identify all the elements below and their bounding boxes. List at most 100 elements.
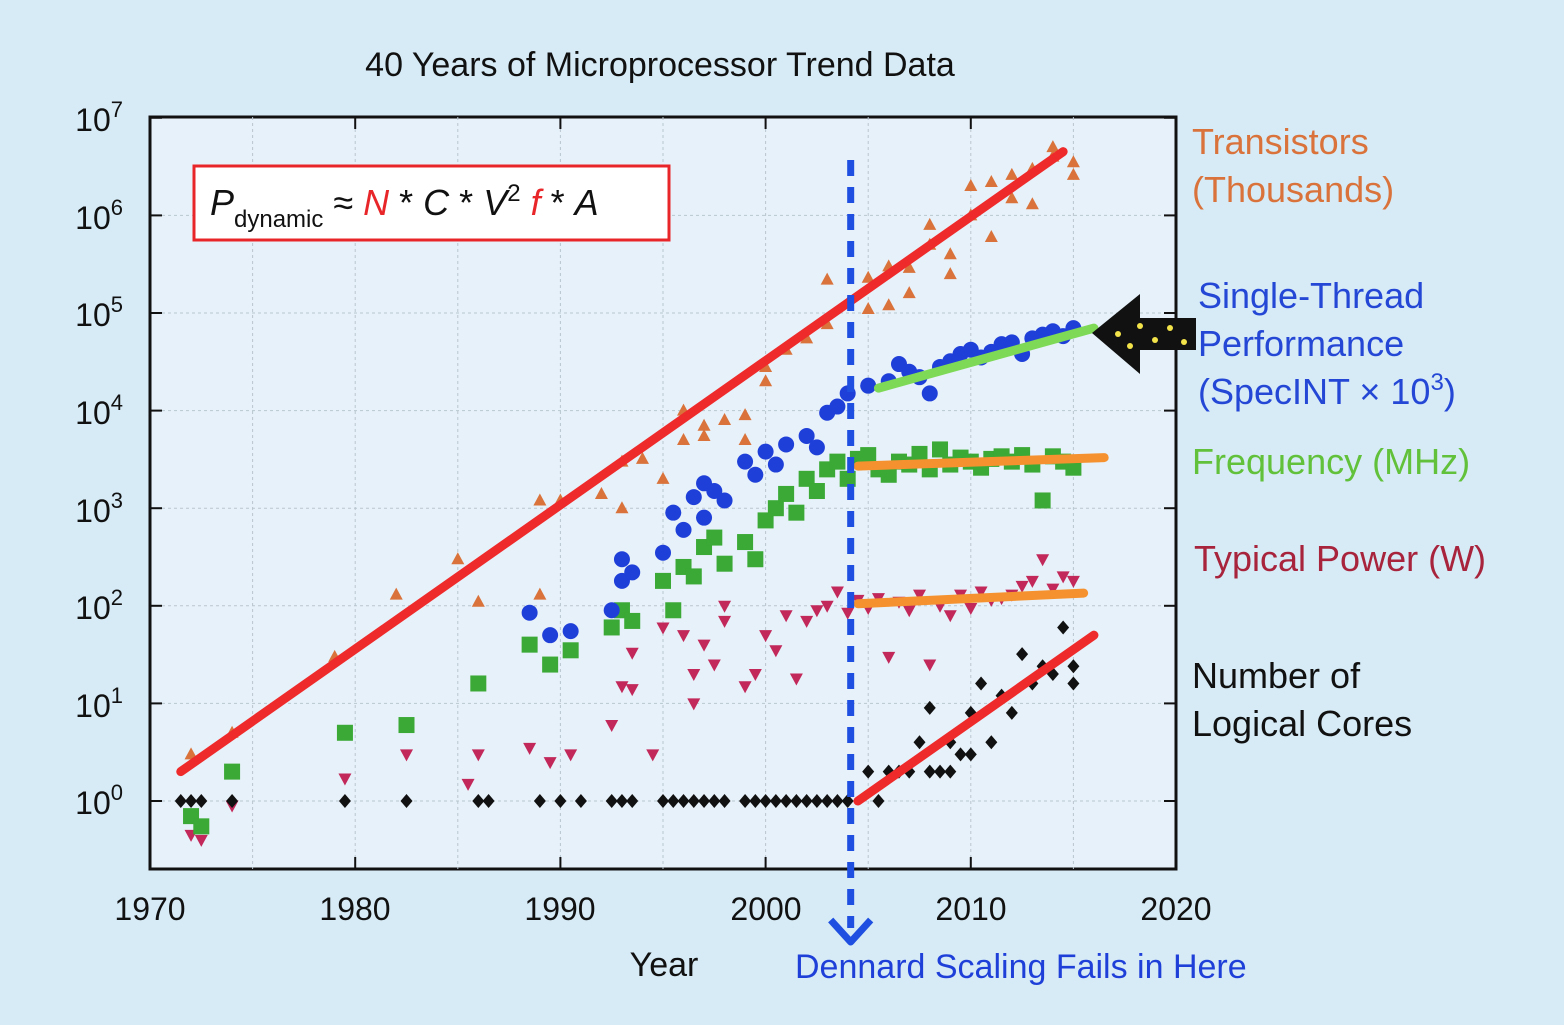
- core-point: [687, 794, 700, 808]
- power-point: [748, 669, 762, 682]
- power-point: [1046, 583, 1060, 596]
- transistor-point: [1046, 140, 1060, 153]
- core-point: [749, 794, 762, 808]
- x-axis-label: Year: [630, 946, 699, 984]
- x-tick-label-2000: 2000: [730, 891, 801, 927]
- single-thread-arrow-icon: [1092, 294, 1196, 374]
- power-point: [718, 615, 732, 628]
- power-point: [677, 630, 691, 643]
- single-thread-point: [624, 564, 641, 581]
- dennard-annotation: Dennard Scaling Fails in Here: [795, 948, 1247, 986]
- core-point: [533, 794, 546, 808]
- core-point: [574, 794, 587, 808]
- power-point: [687, 669, 701, 682]
- x-tick-label-1990: 1990: [524, 891, 595, 927]
- trend-lines: [176, 147, 1109, 806]
- power-point: [964, 602, 978, 615]
- core-point: [841, 794, 854, 808]
- power-point: [718, 600, 732, 613]
- transistor-point: [184, 747, 198, 760]
- single-thread-point: [562, 623, 579, 640]
- core-point: [739, 794, 752, 808]
- transistor-point: [656, 471, 670, 484]
- frequency-point: [860, 447, 877, 464]
- core-point: [174, 794, 187, 808]
- frequency-point: [880, 466, 897, 483]
- transistor-point: [943, 247, 957, 260]
- single-thread-point: [603, 602, 620, 619]
- power-point: [400, 749, 413, 762]
- transistor-point: [471, 594, 485, 607]
- power-point: [656, 622, 670, 635]
- core-point: [400, 794, 413, 808]
- x-tick-label-2020: 2020: [1140, 891, 1211, 927]
- power-point: [605, 720, 619, 733]
- core-point: [913, 735, 926, 750]
- power-point: [913, 589, 926, 602]
- transistor-point: [635, 451, 649, 464]
- single-thread-point: [613, 551, 630, 568]
- core-point: [975, 676, 988, 691]
- power-point: [902, 605, 916, 618]
- y-tick-label-4: 104: [75, 390, 123, 431]
- cores-trend-line: [853, 630, 1099, 806]
- single-thread-point: [767, 456, 784, 473]
- transistor-point: [984, 230, 998, 243]
- x-tick-label-1970: 1970: [114, 891, 185, 927]
- label-transistors: Transistors (Thousands): [1192, 121, 1394, 210]
- transistor-point: [964, 179, 978, 192]
- core-point: [800, 794, 813, 808]
- transistor-point: [759, 374, 773, 387]
- core-point: [790, 794, 803, 808]
- svg-text:104: 104: [75, 390, 123, 431]
- core-point: [615, 794, 628, 808]
- power-point: [759, 630, 773, 643]
- svg-text:100: 100: [75, 780, 123, 821]
- power-point: [738, 681, 752, 694]
- power-point: [769, 645, 783, 658]
- x-tick-label-1980: 1980: [319, 891, 390, 927]
- svg-text:101: 101: [75, 683, 123, 724]
- label-logical-cores: Number of Logical Cores: [1192, 655, 1412, 744]
- y-tick-label-3: 103: [75, 488, 123, 529]
- single-thread-point: [706, 483, 723, 500]
- power-point: [830, 586, 844, 599]
- y-tick-label-0: 100: [75, 780, 123, 821]
- dennard-arrow-head-icon: [828, 917, 874, 946]
- frequency-point: [224, 763, 241, 780]
- core-point: [862, 764, 875, 779]
- core-point: [821, 794, 834, 808]
- single-thread-point: [716, 492, 733, 509]
- transistor-point: [1066, 167, 1080, 180]
- transistor-point: [677, 432, 691, 445]
- transistor-point: [533, 587, 547, 600]
- frequency-point: [521, 636, 538, 653]
- core-point: [482, 794, 495, 808]
- transistor-trend-line: [176, 147, 1068, 777]
- power-point: [1066, 575, 1080, 588]
- core-point: [626, 794, 639, 808]
- power-point: [471, 749, 485, 762]
- core-point: [657, 794, 669, 808]
- frequency-point: [336, 724, 353, 741]
- single-thread-point: [808, 439, 825, 456]
- label-single-thread: Single-Thread Performance (SpecINT × 103…: [1198, 275, 1456, 412]
- frequency-point: [767, 500, 784, 517]
- power-trend-line: [853, 588, 1089, 609]
- transistor-point: [697, 418, 711, 431]
- frequency-point: [911, 445, 928, 462]
- frequency-point: [624, 612, 641, 629]
- frequency-point: [839, 470, 856, 487]
- power-point: [461, 778, 475, 791]
- core-point: [472, 794, 485, 808]
- single-thread-point: [685, 489, 702, 506]
- core-point: [1005, 705, 1018, 720]
- power-formula: Pdynamic ≈ N * C * V2 f * A: [210, 180, 599, 233]
- transistor-point: [738, 432, 752, 445]
- frequency-point: [685, 568, 702, 585]
- svg-text:107: 107: [75, 97, 123, 138]
- core-point: [831, 794, 844, 808]
- core-point: [195, 794, 208, 808]
- transistor-point: [820, 317, 834, 330]
- core-point: [718, 794, 731, 808]
